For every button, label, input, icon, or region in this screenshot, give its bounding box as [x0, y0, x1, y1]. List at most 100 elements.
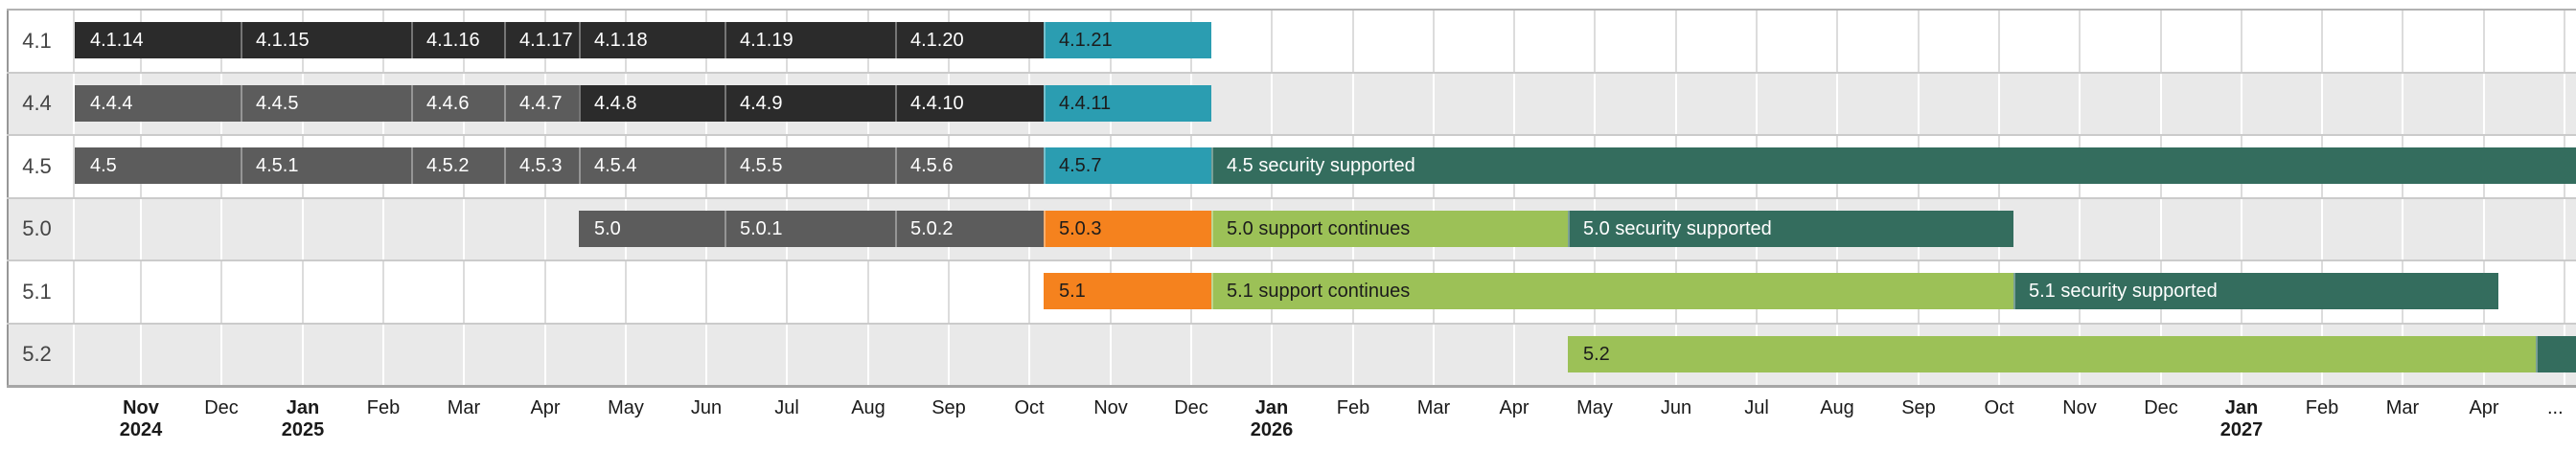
- axis-month-label: Oct: [1014, 397, 1045, 418]
- gridline: [544, 323, 546, 386]
- gridline: [2402, 72, 2404, 135]
- gridline: [2241, 10, 2242, 73]
- segment-4.1.20: 4.1.20: [895, 22, 1044, 58]
- gridline: [73, 135, 75, 198]
- gridline: [382, 260, 384, 324]
- axis-month-label: Nov: [1093, 397, 1128, 418]
- segment-4.1.19: 4.1.19: [724, 22, 895, 58]
- axis-month-apr: Apr: [2441, 397, 2527, 419]
- gridline: [1352, 72, 1354, 135]
- axis-month-jun: Jun: [1633, 397, 1719, 419]
- segment-4.1.17: 4.1.17: [504, 22, 579, 58]
- gridline: [2160, 197, 2162, 260]
- axis-month-label: Mar: [447, 397, 481, 418]
- gridline: [2564, 10, 2565, 73]
- gridline: [220, 260, 222, 324]
- segment-4.4.5: 4.4.5: [241, 84, 411, 122]
- gridline: [544, 260, 546, 324]
- segment-5.2-security-supported: [2536, 335, 2576, 372]
- axis-month-label: Apr: [530, 397, 561, 418]
- gridline: [140, 197, 142, 260]
- axis-month-may: May: [583, 397, 669, 419]
- row-4.1: 4.1 4.1.14 4.1.15 4.1.16 4.1.17 4.1.18 4.1.19 4…: [0, 10, 2576, 73]
- row-5.2: 5.2 5.2: [0, 323, 2576, 386]
- axis-month-jul: Jul: [744, 397, 830, 419]
- axis-month-feb: Feb: [2279, 397, 2365, 419]
- gridline: [705, 323, 707, 386]
- axis-month-feb: Feb: [340, 397, 426, 419]
- axis-month-label: Jan: [286, 397, 320, 418]
- gridline: [463, 197, 465, 260]
- row-separator: [7, 322, 2576, 325]
- segment-4.4.7: 4.4.7: [504, 84, 579, 122]
- gridline: [2321, 72, 2323, 135]
- segment-5.0-support-continues: 5.0 support continues: [1211, 210, 1568, 247]
- axis-month-label: Mar: [2385, 397, 2420, 418]
- gridline: [1513, 72, 1515, 135]
- segment-5.0.1: 5.0.1: [724, 210, 895, 247]
- gridline: [1433, 323, 1435, 386]
- segment-4.1.21: 4.1.21: [1044, 22, 1211, 58]
- axis-month-feb: Feb: [1310, 397, 1396, 419]
- segment-4.1.16: 4.1.16: [411, 22, 504, 58]
- gridline: [786, 323, 788, 386]
- gridline: [1352, 323, 1354, 386]
- gridline: [2160, 10, 2162, 73]
- segment-4.5-security-supported: 4.5 security supported: [1211, 147, 2576, 184]
- axis-month-label: Sep: [1901, 397, 1936, 418]
- axis-month-label: Jun: [1660, 397, 1692, 418]
- segment-4.4.4: 4.4.4: [75, 84, 241, 122]
- gridline: [1998, 10, 2000, 73]
- gridline: [1918, 10, 1920, 73]
- row-label-5.0: 5.0: [22, 216, 52, 241]
- axis-month-jul: Jul: [1714, 397, 1800, 419]
- row-separator: [7, 134, 2576, 136]
- axis-ellipsis: ...: [2547, 397, 2564, 418]
- segment-4.4.8: 4.4.8: [579, 84, 724, 122]
- gridline: [1271, 72, 1273, 135]
- row-4.4: 4.4 4.4.4 4.4.5 4.4.6 4.4.7 4.4.8 4.4.9 4.4.10 4…: [0, 72, 2576, 135]
- axis-month-label: Aug: [1820, 397, 1854, 418]
- segment-5.0.3: 5.0.3: [1044, 210, 1211, 247]
- axis-month-jan-2026: Jan 2026: [1229, 397, 1315, 441]
- gridline: [867, 323, 869, 386]
- gridline: [73, 72, 75, 135]
- axis-month-label: Nov: [123, 397, 159, 418]
- axis-month-label: Jul: [774, 397, 799, 418]
- axis-month-nov-2024: Nov 2024: [98, 397, 184, 441]
- gridline: [302, 260, 304, 324]
- axis-month-dec: Dec: [2118, 397, 2204, 419]
- gridline: [73, 260, 75, 324]
- gridline: [948, 260, 950, 324]
- left-margin: [0, 9, 7, 389]
- axis-year-label: 2027: [2220, 419, 2264, 440]
- gridline: [463, 260, 465, 324]
- axis-month-label: Feb: [366, 397, 401, 418]
- segment-4.5.2: 4.5.2: [411, 147, 504, 184]
- row-label-4.1: 4.1: [22, 28, 52, 53]
- segment-4.1.18: 4.1.18: [579, 22, 724, 58]
- gridline: [705, 260, 707, 324]
- gridline: [302, 197, 304, 260]
- gridline: [140, 260, 142, 324]
- gridline: [1110, 323, 1112, 386]
- gridline: [544, 197, 546, 260]
- gridline: [2564, 197, 2565, 260]
- gridline: [2402, 10, 2404, 73]
- axis-month-label: Sep: [932, 397, 966, 418]
- segment-4.5.7: 4.5.7: [1044, 147, 1211, 184]
- axis-month-apr: Apr: [502, 397, 588, 419]
- gridline: [1433, 10, 1435, 73]
- axis-month-label: Nov: [2062, 397, 2097, 418]
- axis-month-jan-2027: Jan 2027: [2198, 397, 2285, 441]
- axis-month-mar: Mar: [421, 397, 507, 419]
- chart-bottom-border: [7, 385, 2576, 388]
- axis-month-jan-2025: Jan 2025: [260, 397, 346, 441]
- gridline: [1594, 10, 1596, 73]
- gridline: [1513, 10, 1515, 73]
- axis-month-label: Apr: [2469, 397, 2499, 418]
- gridline: [625, 260, 627, 324]
- segment-5.0.2: 5.0.2: [895, 210, 1044, 247]
- segment-4.5.6: 4.5.6: [895, 147, 1044, 184]
- row-label-4.4: 4.4: [22, 91, 52, 116]
